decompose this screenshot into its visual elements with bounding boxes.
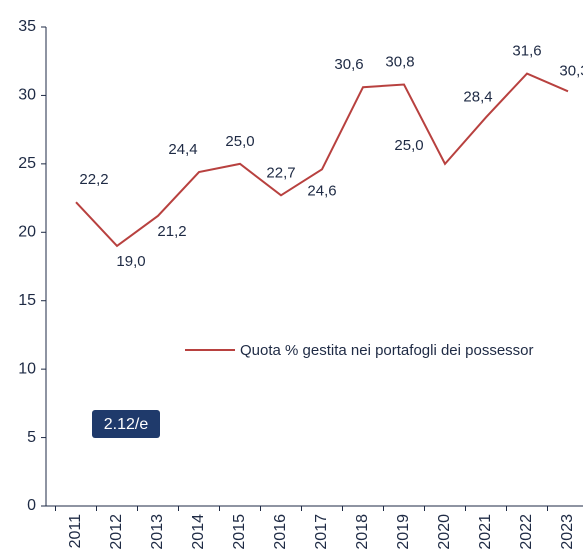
y-tick-label: 0	[27, 497, 36, 514]
line	[75, 72, 569, 248]
data-label: 24,6	[307, 182, 336, 199]
data-label: 30,8	[385, 53, 414, 70]
y-tick-label: 35	[18, 18, 36, 35]
legend-label: Quota % gestita nei portafogli dei posse…	[240, 342, 534, 359]
y-tick-label: 20	[18, 224, 36, 241]
data-label: 21,2	[157, 223, 186, 240]
y-tick-label: 5	[27, 429, 36, 446]
data-label: 22,2	[79, 171, 108, 188]
data-label: 25,0	[225, 133, 254, 150]
x-tick-label: 2022	[518, 514, 535, 550]
data-label: 31,6	[512, 43, 541, 60]
x-tick-label: 2016	[272, 514, 289, 550]
data-label: 22,7	[266, 164, 295, 181]
data-label: 19,0	[116, 253, 145, 270]
data-label: 25,0	[394, 137, 423, 154]
x-tick-label: 2020	[436, 514, 453, 550]
x-tick-label: 2019	[395, 514, 412, 550]
x-tick-label: 2018	[354, 514, 371, 550]
x-tick-label: 2021	[477, 514, 494, 550]
y-tick-label: 25	[18, 155, 36, 172]
x-tick-label: 2013	[149, 514, 166, 550]
x-tick-label: 2017	[313, 514, 330, 550]
y-tick-label: 15	[18, 292, 36, 309]
data-label: 30,6	[334, 56, 363, 73]
y-tick-label: 30	[18, 87, 36, 104]
x-tick-label: 2014	[190, 514, 207, 550]
y-tick-label: 10	[18, 360, 36, 377]
x-tick-label: 2012	[108, 514, 125, 550]
badge	[92, 410, 160, 438]
data-label: 24,4	[168, 141, 197, 158]
badge-label: 2.12/e	[104, 416, 149, 433]
data-label: 30,3	[559, 62, 583, 79]
data-label: 28,4	[463, 88, 492, 105]
x-tick-label: 2011	[67, 514, 84, 549]
x-tick-label: 2023	[559, 514, 576, 550]
x-tick-label: 2015	[231, 514, 248, 550]
